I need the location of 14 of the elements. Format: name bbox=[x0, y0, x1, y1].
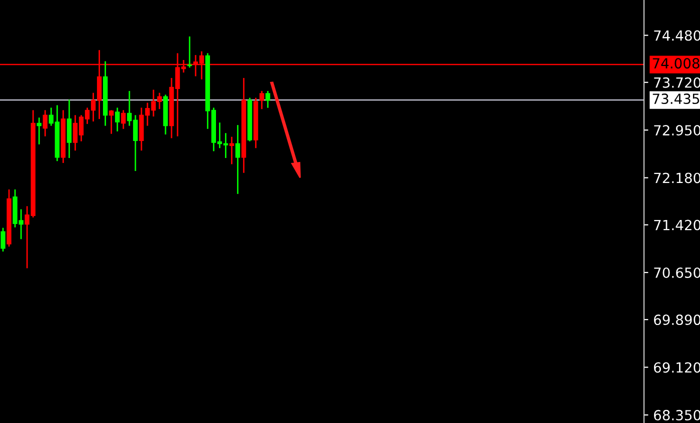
ref-line-label: 74.008 bbox=[652, 58, 700, 69]
ref-line-label: 73.435 bbox=[652, 94, 700, 104]
candlestick bbox=[229, 136, 234, 164]
candlestick bbox=[0, 228, 6, 252]
candlestick bbox=[235, 125, 240, 194]
candlestick bbox=[115, 108, 120, 132]
candlestick bbox=[121, 110, 126, 129]
candlestick bbox=[187, 36, 192, 68]
candlestick bbox=[36, 118, 42, 144]
candlestick bbox=[42, 110, 48, 136]
candlestick bbox=[66, 100, 72, 158]
candlestick bbox=[109, 110, 114, 134]
candlestick bbox=[259, 90, 264, 110]
candlestick bbox=[265, 90, 270, 108]
